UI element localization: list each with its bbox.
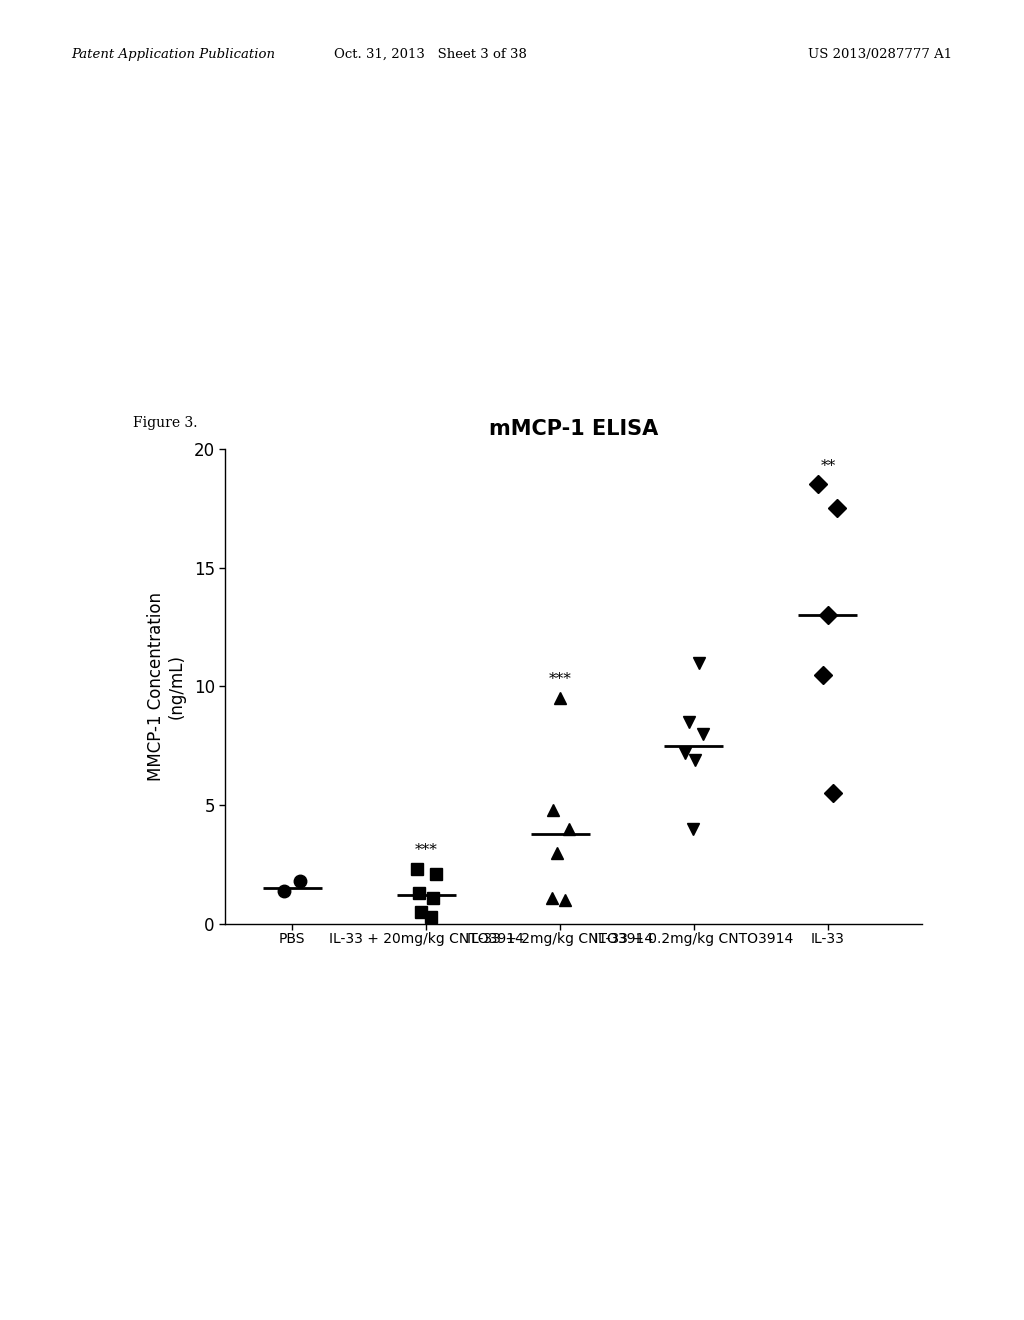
Text: **: ** <box>820 458 836 473</box>
Text: US 2013/0287777 A1: US 2013/0287777 A1 <box>808 48 952 61</box>
Text: Patent Application Publication: Patent Application Publication <box>72 48 275 61</box>
Text: ***: *** <box>549 672 571 686</box>
Text: Oct. 31, 2013   Sheet 3 of 38: Oct. 31, 2013 Sheet 3 of 38 <box>334 48 526 61</box>
Y-axis label: MMCP-1 Concentration
(ng/mL): MMCP-1 Concentration (ng/mL) <box>146 591 185 781</box>
Text: Figure 3.: Figure 3. <box>133 416 198 430</box>
Title: mMCP-1 ELISA: mMCP-1 ELISA <box>488 418 658 440</box>
Text: ***: *** <box>415 843 437 858</box>
